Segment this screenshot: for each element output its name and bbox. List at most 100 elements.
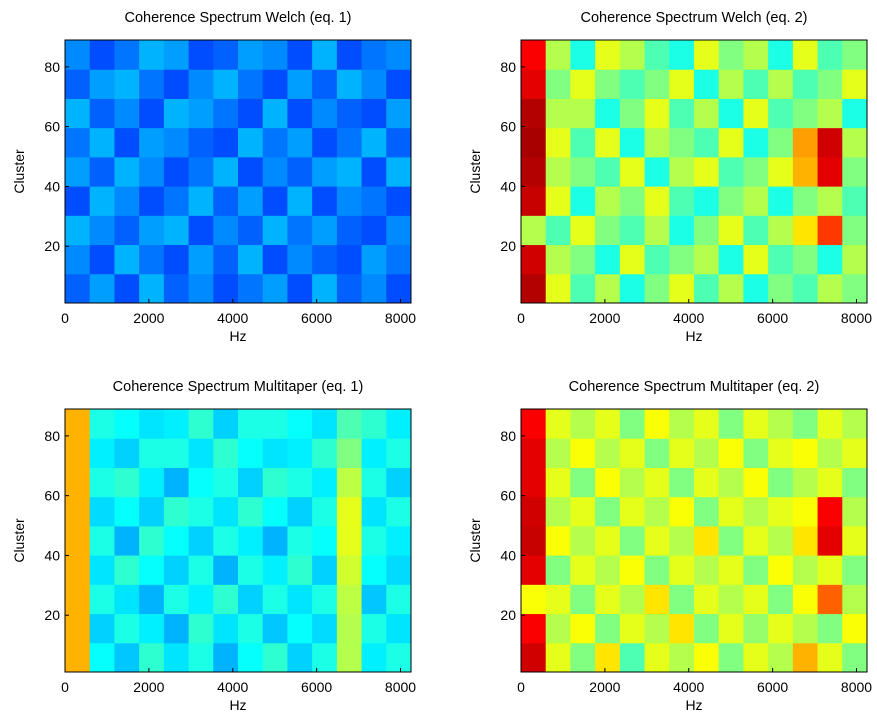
heatmap-cell [570, 613, 596, 644]
heatmap-cell [743, 438, 769, 468]
x-tick-label: 6000 [301, 679, 332, 695]
y-tick-label: 60 [44, 488, 60, 504]
heatmap-cell [718, 555, 744, 585]
heatmap-cell [644, 69, 670, 99]
heatmap-cell [188, 467, 214, 498]
heatmap-cell [163, 186, 190, 216]
heatmap-cell [89, 555, 115, 585]
heatmap-cell [669, 555, 695, 585]
heatmap-cell [188, 613, 214, 644]
heatmap-cell [336, 555, 363, 585]
plot-frame [64, 39, 412, 304]
heatmap-cell [65, 613, 91, 644]
heatmap-cell [595, 467, 621, 498]
heatmap-cell [262, 244, 288, 275]
heatmap-cell [336, 69, 363, 99]
heatmap-cell [213, 215, 239, 246]
heatmap-cell [644, 244, 670, 275]
heatmap-cell [114, 438, 140, 468]
y-tick-label: 80 [500, 428, 516, 444]
heatmap-cell [139, 584, 165, 615]
x-tick-label: 4000 [673, 310, 704, 326]
heatmap-cell [287, 127, 313, 158]
heatmap-cell [792, 244, 819, 275]
heatmap-cell [336, 186, 363, 216]
heatmap-cell [694, 69, 720, 99]
heatmap-cell [361, 438, 387, 468]
heatmap-cell [595, 438, 621, 468]
heatmap-cell [694, 584, 720, 615]
heatmap-cell [188, 98, 214, 129]
heatmap-cell [65, 409, 91, 439]
heatmap-cell [619, 467, 646, 498]
x-tick-label: 4000 [217, 679, 248, 695]
heatmap-cell [768, 467, 794, 498]
heatmap-cell [262, 467, 288, 498]
heatmap-cell [238, 156, 264, 187]
heatmap-cell [139, 525, 165, 556]
x-tick-label: 6000 [757, 679, 788, 695]
heatmap-cell [139, 69, 165, 99]
heatmap-cell [89, 496, 115, 527]
heatmap-cell [842, 496, 868, 527]
heatmap-cell [768, 244, 794, 275]
heatmap-cell [644, 98, 670, 129]
heatmap-cell [792, 156, 819, 187]
heatmap-cell [312, 642, 338, 673]
heatmap-cell [694, 642, 720, 673]
heatmap-cell [386, 496, 412, 527]
heatmap-cell [694, 156, 720, 187]
heatmap-cell [213, 584, 239, 615]
heatmap-cell [595, 642, 621, 673]
heatmap-cell [361, 69, 387, 99]
heatmap-cell [817, 69, 843, 99]
heatmap-cell [312, 186, 338, 216]
y-axis-label: Cluster [467, 149, 483, 194]
heatmap-cell [262, 584, 288, 615]
y-axis-label: Cluster [11, 518, 27, 563]
x-tick-label: 2000 [589, 310, 620, 326]
x-axis-label: Hz [229, 328, 246, 344]
heatmap-cell [644, 555, 670, 585]
heatmap-cell [768, 215, 794, 246]
chart-title: Coherence Spectrum Multitaper (eq. 1) [113, 379, 364, 395]
heatmap-cell [521, 467, 547, 498]
heatmap-cell [842, 438, 868, 468]
heatmap-cell [139, 438, 165, 468]
heatmap-cell [336, 438, 363, 468]
heatmap-cell [238, 186, 264, 216]
y-tick-label: 60 [500, 119, 516, 135]
x-tick-label: 6000 [301, 310, 332, 326]
panel: 0 2000 4000 6000 8000 20 40 60 80 Coherence Spect… [11, 379, 416, 713]
heatmap-cell [163, 244, 190, 275]
heatmap-cell [262, 642, 288, 673]
heatmap-cell [114, 642, 140, 673]
heatmap-cell [644, 438, 670, 468]
heatmap-cell [336, 642, 363, 673]
heatmap-cell [570, 244, 596, 275]
heatmap-cell [238, 69, 264, 99]
heatmap-cell [312, 555, 338, 585]
heatmap-cell [89, 186, 115, 216]
heatmap-cell [188, 525, 214, 556]
heatmap-cell [89, 127, 115, 158]
heatmap-cell [792, 40, 819, 70]
heatmap-cell [718, 525, 744, 556]
heatmap-cell [386, 467, 412, 498]
heatmap-cell [694, 409, 720, 439]
heatmap-cell [743, 127, 769, 158]
heatmap-cell [312, 40, 338, 70]
heatmap-cell [386, 525, 412, 556]
heatmap-cell [669, 642, 695, 673]
heatmap-cell [743, 613, 769, 644]
heatmap-cell [619, 525, 646, 556]
heatmap-cell [595, 496, 621, 527]
heatmap-cell [545, 127, 571, 158]
heatmap-cell [521, 613, 547, 644]
heatmap-cell [114, 525, 140, 556]
heatmap-cell [163, 215, 190, 246]
heatmap-cell [768, 409, 794, 439]
heatmap-cell [262, 273, 288, 304]
x-tick-label: 2000 [133, 679, 164, 695]
heatmap-cell [89, 584, 115, 615]
